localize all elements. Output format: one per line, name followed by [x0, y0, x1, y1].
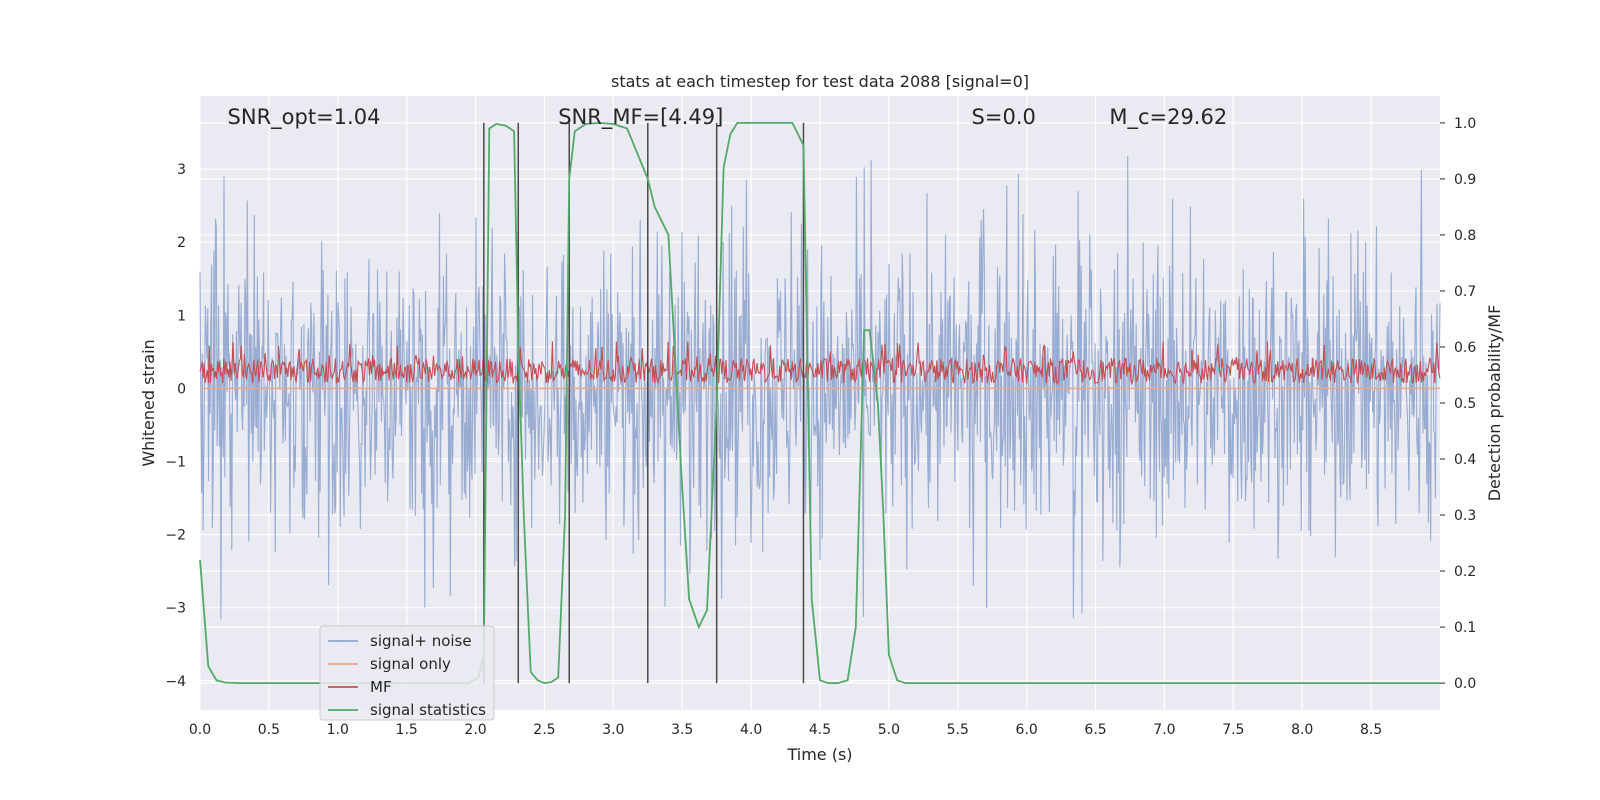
annotation-text: S=0.0 — [972, 105, 1036, 129]
annotation-text: M_c=29.62 — [1109, 105, 1227, 130]
x-tick-label: 7.0 — [1153, 722, 1175, 738]
y-tick-label-right: 0.5 — [1454, 396, 1476, 412]
legend: signal+ noise signal only MF signal statist… — [319, 625, 495, 721]
y-tick-label-right: 0.2 — [1454, 564, 1476, 580]
y-tick-label-left: 2 — [177, 235, 186, 251]
x-tick-label: 2.0 — [464, 722, 486, 738]
signal-noise-series — [199, 155, 1441, 620]
annotation-text: SNR_MF=[4.49] — [558, 105, 723, 130]
x-tick-label: 0.0 — [189, 722, 211, 738]
annotations: SNR_opt=1.04 SNR_MF=[4.49] S=0.0 M_c=29.62 — [228, 105, 1228, 130]
x-axis-label: Time (s) — [786, 745, 852, 764]
legend-label: MF — [370, 678, 392, 696]
y-tick-label-left: 3 — [177, 162, 186, 178]
x-tick-label: 0.5 — [258, 722, 280, 738]
y-tick-label-right: 0.6 — [1454, 340, 1476, 356]
legend-label: signal statistics — [370, 701, 486, 719]
y-tick-label-right: 0.1 — [1454, 620, 1476, 636]
y-tick-label-right: 0.9 — [1454, 172, 1476, 188]
y-tick-label-left: −3 — [165, 601, 186, 617]
x-tick-label: 7.5 — [1222, 722, 1244, 738]
x-tick-label: 5.5 — [947, 722, 969, 738]
y-tick-label-right: 0.7 — [1454, 284, 1476, 300]
y-tick-label-right: 1.0 — [1454, 116, 1476, 132]
legend-label: signal+ noise — [370, 632, 472, 650]
x-tick-label: 3.5 — [671, 722, 693, 738]
legend-box — [319, 625, 495, 721]
y-tick-label-right: 0.3 — [1454, 508, 1476, 524]
x-tick-label: 6.5 — [1084, 722, 1106, 738]
axis-ticks: 0.0 0.5 1.0 1.5 2.0 2.5 3.0 3.5 4.0 4.5 5.0 5.5 6.0 6… — [165, 116, 1476, 738]
x-tick-label: 4.5 — [809, 722, 831, 738]
annotation-text: SNR_opt=1.04 — [228, 105, 381, 130]
y-axis-label-right: Detection probability/MF — [1485, 305, 1504, 502]
y-axis-label-left: Whitened strain — [139, 339, 158, 466]
signal-statistics-series — [199, 121, 1440, 685]
x-tick-label: 8.5 — [1360, 722, 1382, 738]
series-signal-noise-line — [199, 155, 1441, 620]
x-tick-label: 5.0 — [878, 722, 900, 738]
y-tick-label-left: −1 — [165, 454, 186, 470]
y-tick-label-left: 1 — [177, 308, 186, 324]
y-tick-label-left: −2 — [165, 528, 186, 544]
y-tick-label-right: 0.0 — [1454, 676, 1476, 692]
x-tick-label: 8.0 — [1291, 722, 1313, 738]
x-tick-label: 1.0 — [327, 722, 349, 738]
chart-title: stats at each timestep for test data 208… — [611, 72, 1029, 91]
x-tick-label: 1.5 — [396, 722, 418, 738]
y-tick-label-right: 0.4 — [1454, 452, 1476, 468]
x-tick-label: 3.0 — [602, 722, 624, 738]
legend-label: signal only — [370, 655, 451, 673]
y-tick-label-right: 0.8 — [1454, 228, 1476, 244]
y-tick-label-left: 0 — [177, 381, 186, 397]
mf-series — [199, 341, 1441, 385]
x-tick-label: 6.0 — [1016, 722, 1038, 738]
series-mf-line — [199, 341, 1441, 385]
series-signal-statistics-line — [199, 121, 1440, 685]
y-tick-label-left: −4 — [165, 674, 186, 690]
x-tick-label: 2.5 — [533, 722, 555, 738]
x-tick-label: 4.0 — [740, 722, 762, 738]
